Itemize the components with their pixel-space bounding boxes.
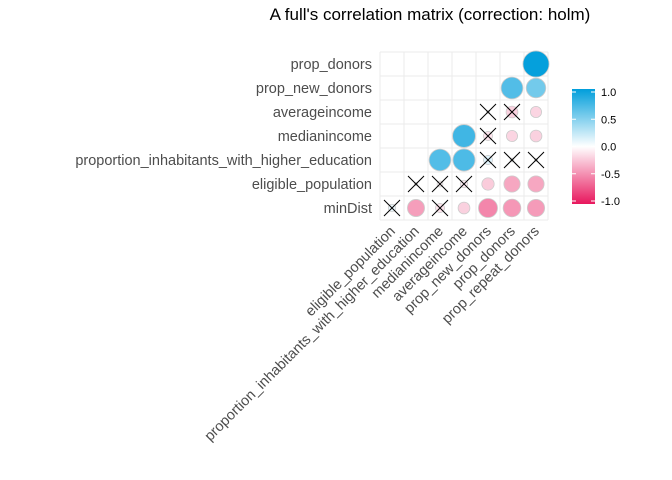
- correlation-circle: [457, 201, 471, 215]
- correlation-cell: [503, 103, 521, 121]
- legend-tick-label: 0.0: [601, 142, 616, 154]
- correlation-circle: [526, 198, 546, 218]
- legend-tick-label: -0.5: [601, 169, 620, 181]
- correlation-circle: [452, 124, 476, 148]
- correlation-cell: [452, 124, 476, 148]
- correlation-cell: [407, 175, 425, 193]
- correlation-cell: [431, 199, 449, 217]
- correlation-cell: [455, 175, 473, 193]
- correlation-cell: [529, 105, 543, 119]
- correlation-circle: [529, 129, 543, 143]
- y-axis-labels: minDist eligible_population proportion_inh…: [75, 57, 372, 217]
- correlation-cell: [527, 175, 545, 193]
- chart-title: A full's correlation matrix (correction:…: [270, 5, 591, 24]
- y-axis-label: prop_new_donors: [256, 81, 372, 97]
- nonsignificant-cross: [479, 103, 497, 121]
- correlation-cell: [481, 177, 495, 191]
- correlation-cell: [407, 199, 425, 217]
- nonsignificant-cross: [503, 151, 521, 169]
- nonsignificant-cross: [527, 151, 545, 169]
- correlation-cell: [505, 129, 519, 143]
- correlation-cell: [478, 198, 498, 218]
- x-axis-labels: eligible_populationproportion_inhabitant…: [202, 224, 543, 445]
- nonsignificant-cross: [407, 175, 425, 193]
- correlation-cell: [525, 77, 547, 99]
- nonsignificant-cross: [479, 151, 497, 169]
- correlation-cell: [529, 129, 543, 143]
- correlation-cell: [431, 175, 449, 193]
- correlation-circle: [407, 199, 425, 217]
- correlation-cell: [479, 127, 497, 145]
- correlation-cell: [452, 148, 476, 172]
- nonsignificant-cross: [431, 175, 449, 193]
- nonsignificant-cross: [455, 175, 473, 193]
- nonsignificant-cross: [431, 199, 449, 217]
- correlation-cell: [500, 76, 524, 100]
- correlation-circle: [452, 148, 476, 172]
- correlation-cell: [383, 199, 401, 217]
- correlation-circle: [478, 198, 498, 218]
- nonsignificant-cross: [479, 127, 497, 145]
- y-axis-label: averageincome: [273, 105, 372, 121]
- correlation-cell: [527, 151, 545, 169]
- y-axis-label: eligible_population: [252, 177, 372, 193]
- correlation-cell: [502, 198, 522, 218]
- correlation-circle: [522, 50, 550, 78]
- grid-lines: [379, 51, 549, 221]
- legend-tick-label: -1.0: [601, 196, 620, 208]
- correlation-cell: [479, 103, 497, 121]
- correlation-circle: [503, 175, 521, 193]
- y-axis-label: medianincome: [278, 129, 372, 145]
- correlation-circle: [529, 105, 543, 119]
- correlation-cell: [526, 198, 546, 218]
- y-axis-label: proportion_inhabitants_with_higher_educa…: [75, 153, 372, 169]
- correlation-circle: [481, 177, 495, 191]
- x-axis-label: proportion_inhabitants_with_higher_educa…: [202, 224, 423, 445]
- correlation-circle: [428, 148, 452, 172]
- correlation-cell: [503, 151, 521, 169]
- correlation-cell: [522, 50, 550, 78]
- correlation-cell: [503, 175, 521, 193]
- legend-tick-label: 0.5: [601, 114, 616, 126]
- correlation-cell: [428, 148, 452, 172]
- nonsignificant-cross: [503, 103, 521, 121]
- correlation-circle: [505, 129, 519, 143]
- correlation-cells: [383, 50, 550, 218]
- correlation-cell: [457, 201, 471, 215]
- correlation-cell: [479, 151, 497, 169]
- correlation-circle: [525, 77, 547, 99]
- correlation-circle: [500, 76, 524, 100]
- correlation-circle: [502, 198, 522, 218]
- nonsignificant-cross: [383, 199, 401, 217]
- y-axis-label: prop_donors: [291, 57, 372, 73]
- y-axis-label: minDist: [324, 201, 372, 217]
- legend-tick-label: 1.0: [601, 87, 616, 99]
- correlation-circle: [527, 175, 545, 193]
- legend: 1.0 0.5 0.0 -0.5 -1.0: [572, 87, 620, 208]
- legend-colorbar: [572, 89, 595, 204]
